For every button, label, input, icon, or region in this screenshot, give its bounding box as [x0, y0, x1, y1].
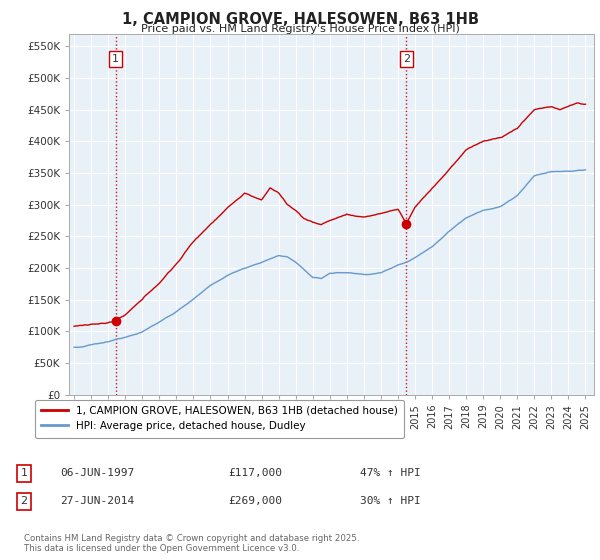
Text: 1: 1: [20, 468, 28, 478]
Text: £269,000: £269,000: [228, 496, 282, 506]
Text: 47% ↑ HPI: 47% ↑ HPI: [360, 468, 421, 478]
Text: 06-JUN-1997: 06-JUN-1997: [60, 468, 134, 478]
Text: Price paid vs. HM Land Registry's House Price Index (HPI): Price paid vs. HM Land Registry's House …: [140, 24, 460, 34]
Text: 27-JUN-2014: 27-JUN-2014: [60, 496, 134, 506]
Text: 30% ↑ HPI: 30% ↑ HPI: [360, 496, 421, 506]
Text: 2: 2: [20, 496, 28, 506]
Text: 2: 2: [403, 54, 410, 64]
Text: Contains HM Land Registry data © Crown copyright and database right 2025.
This d: Contains HM Land Registry data © Crown c…: [24, 534, 359, 553]
Text: £117,000: £117,000: [228, 468, 282, 478]
Text: 1, CAMPION GROVE, HALESOWEN, B63 1HB: 1, CAMPION GROVE, HALESOWEN, B63 1HB: [121, 12, 479, 27]
Text: 1: 1: [112, 54, 119, 64]
Legend: 1, CAMPION GROVE, HALESOWEN, B63 1HB (detached house), HPI: Average price, detac: 1, CAMPION GROVE, HALESOWEN, B63 1HB (de…: [35, 399, 404, 438]
